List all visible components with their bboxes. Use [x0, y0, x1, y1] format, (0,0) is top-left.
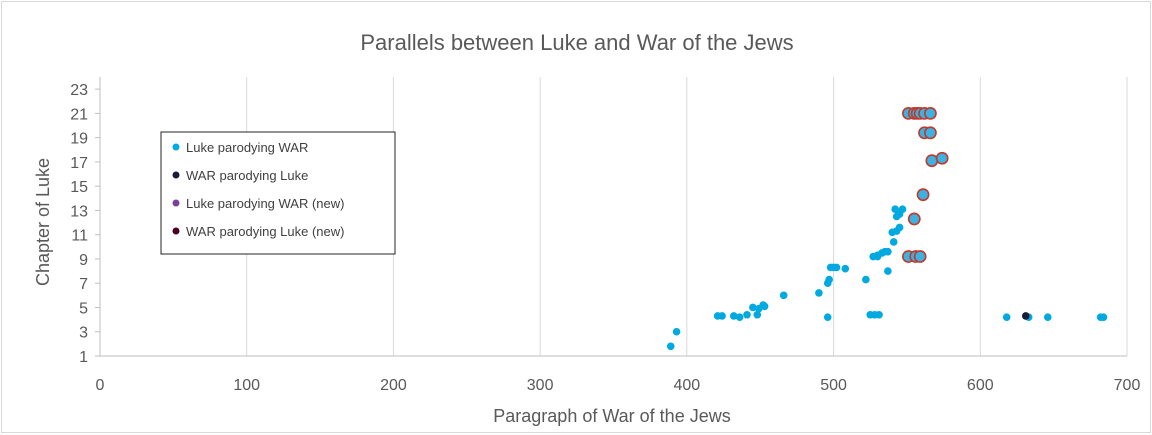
data-point: [935, 151, 949, 165]
y-tick-label: 5: [79, 300, 88, 317]
y-tick-label: 7: [79, 276, 88, 293]
legend-box: [160, 131, 396, 255]
grid-lines: [246, 77, 1128, 356]
legend: Luke parodying WAR WAR parodying Luke Luke…: [160, 131, 396, 255]
data-point: [735, 313, 744, 321]
data-point: [875, 310, 883, 319]
data-point: [753, 310, 762, 319]
data-point: [898, 205, 907, 214]
y-tick-label: 17: [70, 155, 88, 172]
data-point: [672, 327, 681, 336]
y-tick-label: 15: [70, 179, 88, 196]
data-point: [666, 342, 675, 351]
data-point: [730, 312, 738, 320]
data-points: [666, 106, 1108, 351]
legend-marker: [172, 199, 180, 207]
data-point: [924, 106, 937, 120]
data-point: [862, 275, 870, 284]
y-axis-title: Chapter of Luke: [33, 158, 53, 286]
y-tick-label: 11: [71, 228, 88, 245]
data-point: [779, 291, 788, 300]
data-point: [1043, 313, 1052, 321]
data-point: [907, 212, 921, 226]
data-point: [718, 312, 726, 320]
legend-label: WAR parodying Luke (new): [186, 224, 344, 239]
data-point: [1002, 313, 1011, 321]
data-point: [895, 223, 904, 232]
x-tick-label: 400: [674, 377, 701, 394]
y-tick-label: 21: [70, 106, 88, 123]
data-point: [1021, 312, 1030, 320]
data-point: [743, 310, 751, 319]
x-tick-label: 0: [96, 377, 105, 394]
legend-marker: [172, 143, 180, 151]
x-tick-label: 100: [233, 377, 260, 394]
x-tick-label: 600: [967, 377, 994, 394]
data-point: [889, 238, 898, 246]
data-point: [825, 275, 833, 284]
legend-label: Luke parodying WAR: [186, 140, 308, 155]
x-tick-label: 200: [380, 377, 407, 394]
y-tick-label: 1: [79, 349, 88, 366]
legend-label: WAR parodying Luke: [186, 168, 308, 183]
data-point: [913, 250, 927, 263]
data-point: [815, 289, 823, 297]
legend-marker: [172, 227, 180, 235]
chart-title: Parallels between Luke and War of the Je…: [360, 30, 793, 55]
data-point: [1099, 313, 1108, 321]
y-tick-label: 13: [70, 203, 88, 220]
data-point: [884, 247, 892, 256]
legend-label: Luke parodying WAR (new): [186, 196, 344, 211]
data-point: [749, 303, 757, 312]
data-point: [916, 188, 930, 202]
data-point: [760, 302, 769, 311]
y-tick-label: 9: [79, 252, 88, 269]
data-point: [823, 313, 832, 321]
x-axis-title: Paragraph of War of the Jews: [493, 406, 730, 426]
data-point: [832, 263, 841, 272]
data-point: [925, 154, 939, 168]
axes: 0 100 200 300 400 500 600 700135791113151719212…: [70, 77, 1140, 394]
y-tick-label: 23: [70, 82, 88, 99]
x-tick-label: 500: [820, 377, 847, 394]
y-tick-label: 3: [79, 325, 88, 342]
data-point: [924, 126, 937, 140]
data-point: [884, 267, 892, 275]
data-point: [841, 264, 850, 273]
x-tick-label: 300: [527, 377, 554, 394]
x-tick-label: 700: [1114, 377, 1141, 394]
legend-marker: [172, 171, 180, 179]
y-tick-label: 19: [70, 131, 88, 148]
data-point: [891, 205, 899, 214]
